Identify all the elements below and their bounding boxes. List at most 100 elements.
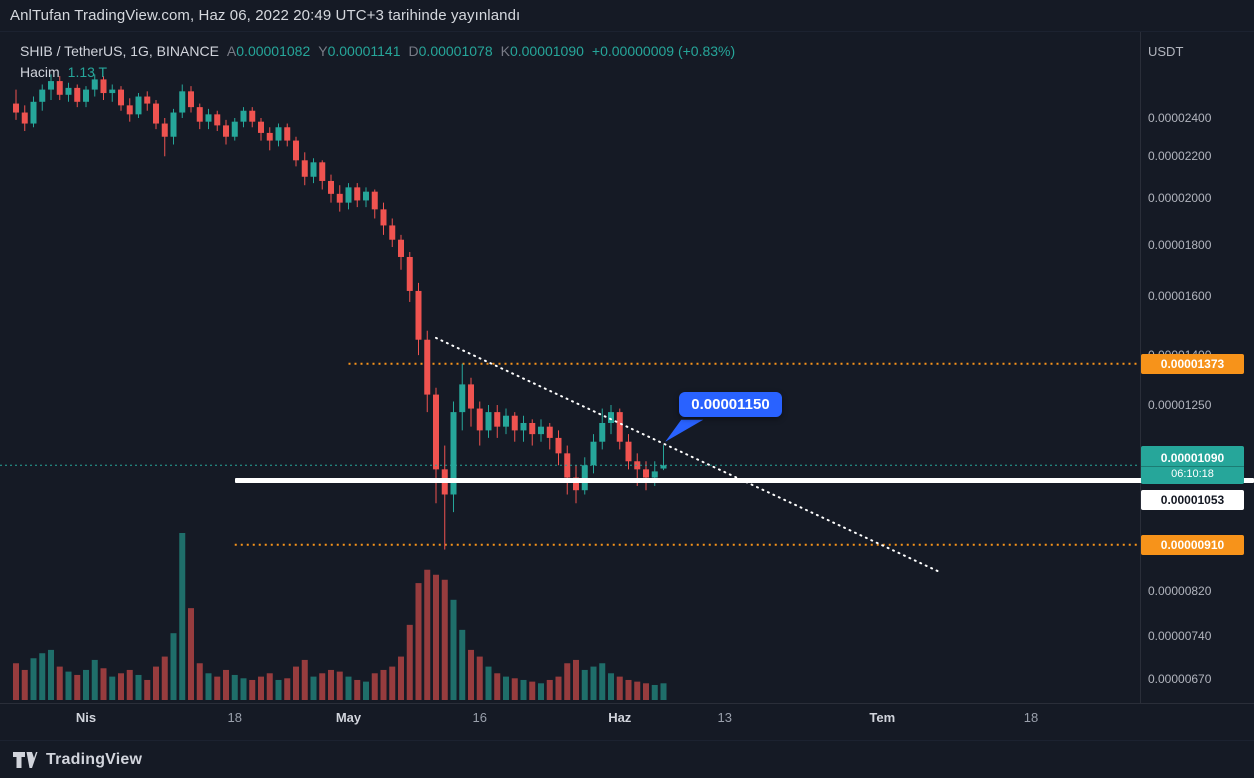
candle-body <box>468 384 474 409</box>
volume-bar[interactable] <box>144 679 151 700</box>
volume-bar[interactable] <box>126 669 133 700</box>
volume-bar[interactable] <box>161 656 168 700</box>
volume-bar[interactable] <box>424 569 431 700</box>
volume-bar[interactable] <box>13 663 19 700</box>
support-line[interactable] <box>234 477 1254 483</box>
volume-bar[interactable] <box>48 649 54 700</box>
volume-bar[interactable] <box>573 659 579 700</box>
volume-bar[interactable] <box>74 674 81 700</box>
volume-bar[interactable] <box>616 676 623 700</box>
candle-body <box>319 162 326 181</box>
volume-bar[interactable] <box>599 663 606 700</box>
volume-label[interactable]: Hacim <box>20 63 60 80</box>
volume-bar[interactable] <box>520 679 527 700</box>
volume-bar[interactable] <box>336 671 343 700</box>
volume-bar[interactable] <box>590 666 597 700</box>
candle-body <box>363 191 369 201</box>
volume-bar[interactable] <box>485 666 492 700</box>
tradingview-logo-icon[interactable] <box>12 750 38 770</box>
candle-body <box>179 91 186 113</box>
volume-bar[interactable] <box>546 679 553 700</box>
volume-bar[interactable] <box>293 666 299 700</box>
price-tag-resistance-upper[interactable]: 0.00001373 <box>1141 353 1244 374</box>
ohlc-high: Y 0.00001141 <box>318 43 400 59</box>
trendline[interactable] <box>435 336 941 574</box>
footer-bar: TradingView <box>0 740 1254 778</box>
volume-bar[interactable] <box>65 671 72 700</box>
callout-pointer[interactable] <box>665 419 704 442</box>
volume-bar[interactable] <box>188 608 194 700</box>
volume-bar[interactable] <box>625 679 632 700</box>
price-tag-support-white[interactable]: 0.00001053 <box>1141 490 1244 511</box>
volume-bar[interactable] <box>564 663 571 700</box>
volume-bar[interactable] <box>651 684 658 700</box>
volume-bar[interactable] <box>406 624 413 700</box>
candle-body <box>258 121 264 133</box>
volume-bar[interactable] <box>538 683 544 700</box>
volume-bar[interactable] <box>389 666 396 700</box>
volume-bar[interactable] <box>196 663 203 700</box>
volume-bar[interactable] <box>415 583 422 700</box>
volume-bar[interactable] <box>249 679 256 700</box>
volume-bar[interactable] <box>118 673 124 700</box>
volume-bar[interactable] <box>39 653 46 700</box>
volume-bar[interactable] <box>328 669 334 700</box>
volume-bar[interactable] <box>363 681 369 700</box>
volume-bar[interactable] <box>459 629 466 700</box>
volume-bar[interactable] <box>258 676 264 700</box>
volume-bar[interactable] <box>83 669 89 700</box>
price-tag-support-lower[interactable]: 0.00000910 <box>1141 534 1244 555</box>
volume-bar[interactable] <box>634 681 641 700</box>
volume-bar[interactable] <box>494 673 501 700</box>
volume-bar[interactable] <box>135 674 142 700</box>
volume-bar[interactable] <box>170 633 177 700</box>
volume-bar[interactable] <box>109 676 116 700</box>
volume-bar[interactable] <box>91 659 98 700</box>
volume-bar[interactable] <box>503 676 509 700</box>
legend-row-main: SHIB / TetherUS, 1G, BINANCE A 0.0000108… <box>20 40 735 61</box>
volume-bar[interactable] <box>310 676 317 700</box>
volume-bar[interactable] <box>643 683 649 700</box>
volume-bar[interactable] <box>371 673 378 700</box>
volume-bar[interactable] <box>380 669 387 700</box>
volume-bar[interactable] <box>398 656 404 700</box>
volume-bar[interactable] <box>511 678 518 700</box>
candle-body <box>590 441 597 466</box>
volume-bar[interactable] <box>21 669 28 700</box>
volume-bar[interactable] <box>660 683 667 700</box>
volume-bar[interactable] <box>555 676 562 700</box>
candle-body <box>564 453 571 478</box>
volume-bar[interactable] <box>284 678 291 700</box>
volume-bar[interactable] <box>468 649 474 700</box>
volume-bar[interactable] <box>450 599 457 700</box>
volume-bar[interactable] <box>266 673 273 700</box>
price-callout[interactable]: 0.00001150 <box>679 391 782 417</box>
volume-bar[interactable] <box>301 659 308 700</box>
volume-bar[interactable] <box>529 681 536 700</box>
volume-bar[interactable] <box>205 673 212 700</box>
volume-bar[interactable] <box>56 666 63 700</box>
volume-bar[interactable] <box>179 533 186 700</box>
volume-bar[interactable] <box>231 674 238 700</box>
volume-bar[interactable] <box>30 658 37 700</box>
volume-bar[interactable] <box>214 676 221 700</box>
volume-bar[interactable] <box>319 673 326 700</box>
brand-name[interactable]: TradingView <box>46 750 143 768</box>
volume-bar[interactable] <box>608 673 614 700</box>
volume-bar[interactable] <box>275 679 282 700</box>
volume-bar[interactable] <box>581 669 588 700</box>
volume-bar[interactable] <box>345 676 352 700</box>
volume-bar[interactable] <box>476 656 483 700</box>
volume-bar[interactable] <box>354 679 361 700</box>
candle-body <box>39 89 46 102</box>
volume-bar[interactable] <box>240 678 247 700</box>
volume-bar[interactable] <box>433 574 439 700</box>
candle-body <box>188 91 194 108</box>
volume-bar[interactable] <box>153 666 159 700</box>
candle-body <box>581 465 588 491</box>
volume-bar[interactable] <box>100 668 107 700</box>
volume-bar[interactable] <box>441 579 448 700</box>
symbol-title[interactable]: SHIB / TetherUS, 1G, BINANCE <box>20 42 219 59</box>
volume-bar[interactable] <box>223 669 229 700</box>
